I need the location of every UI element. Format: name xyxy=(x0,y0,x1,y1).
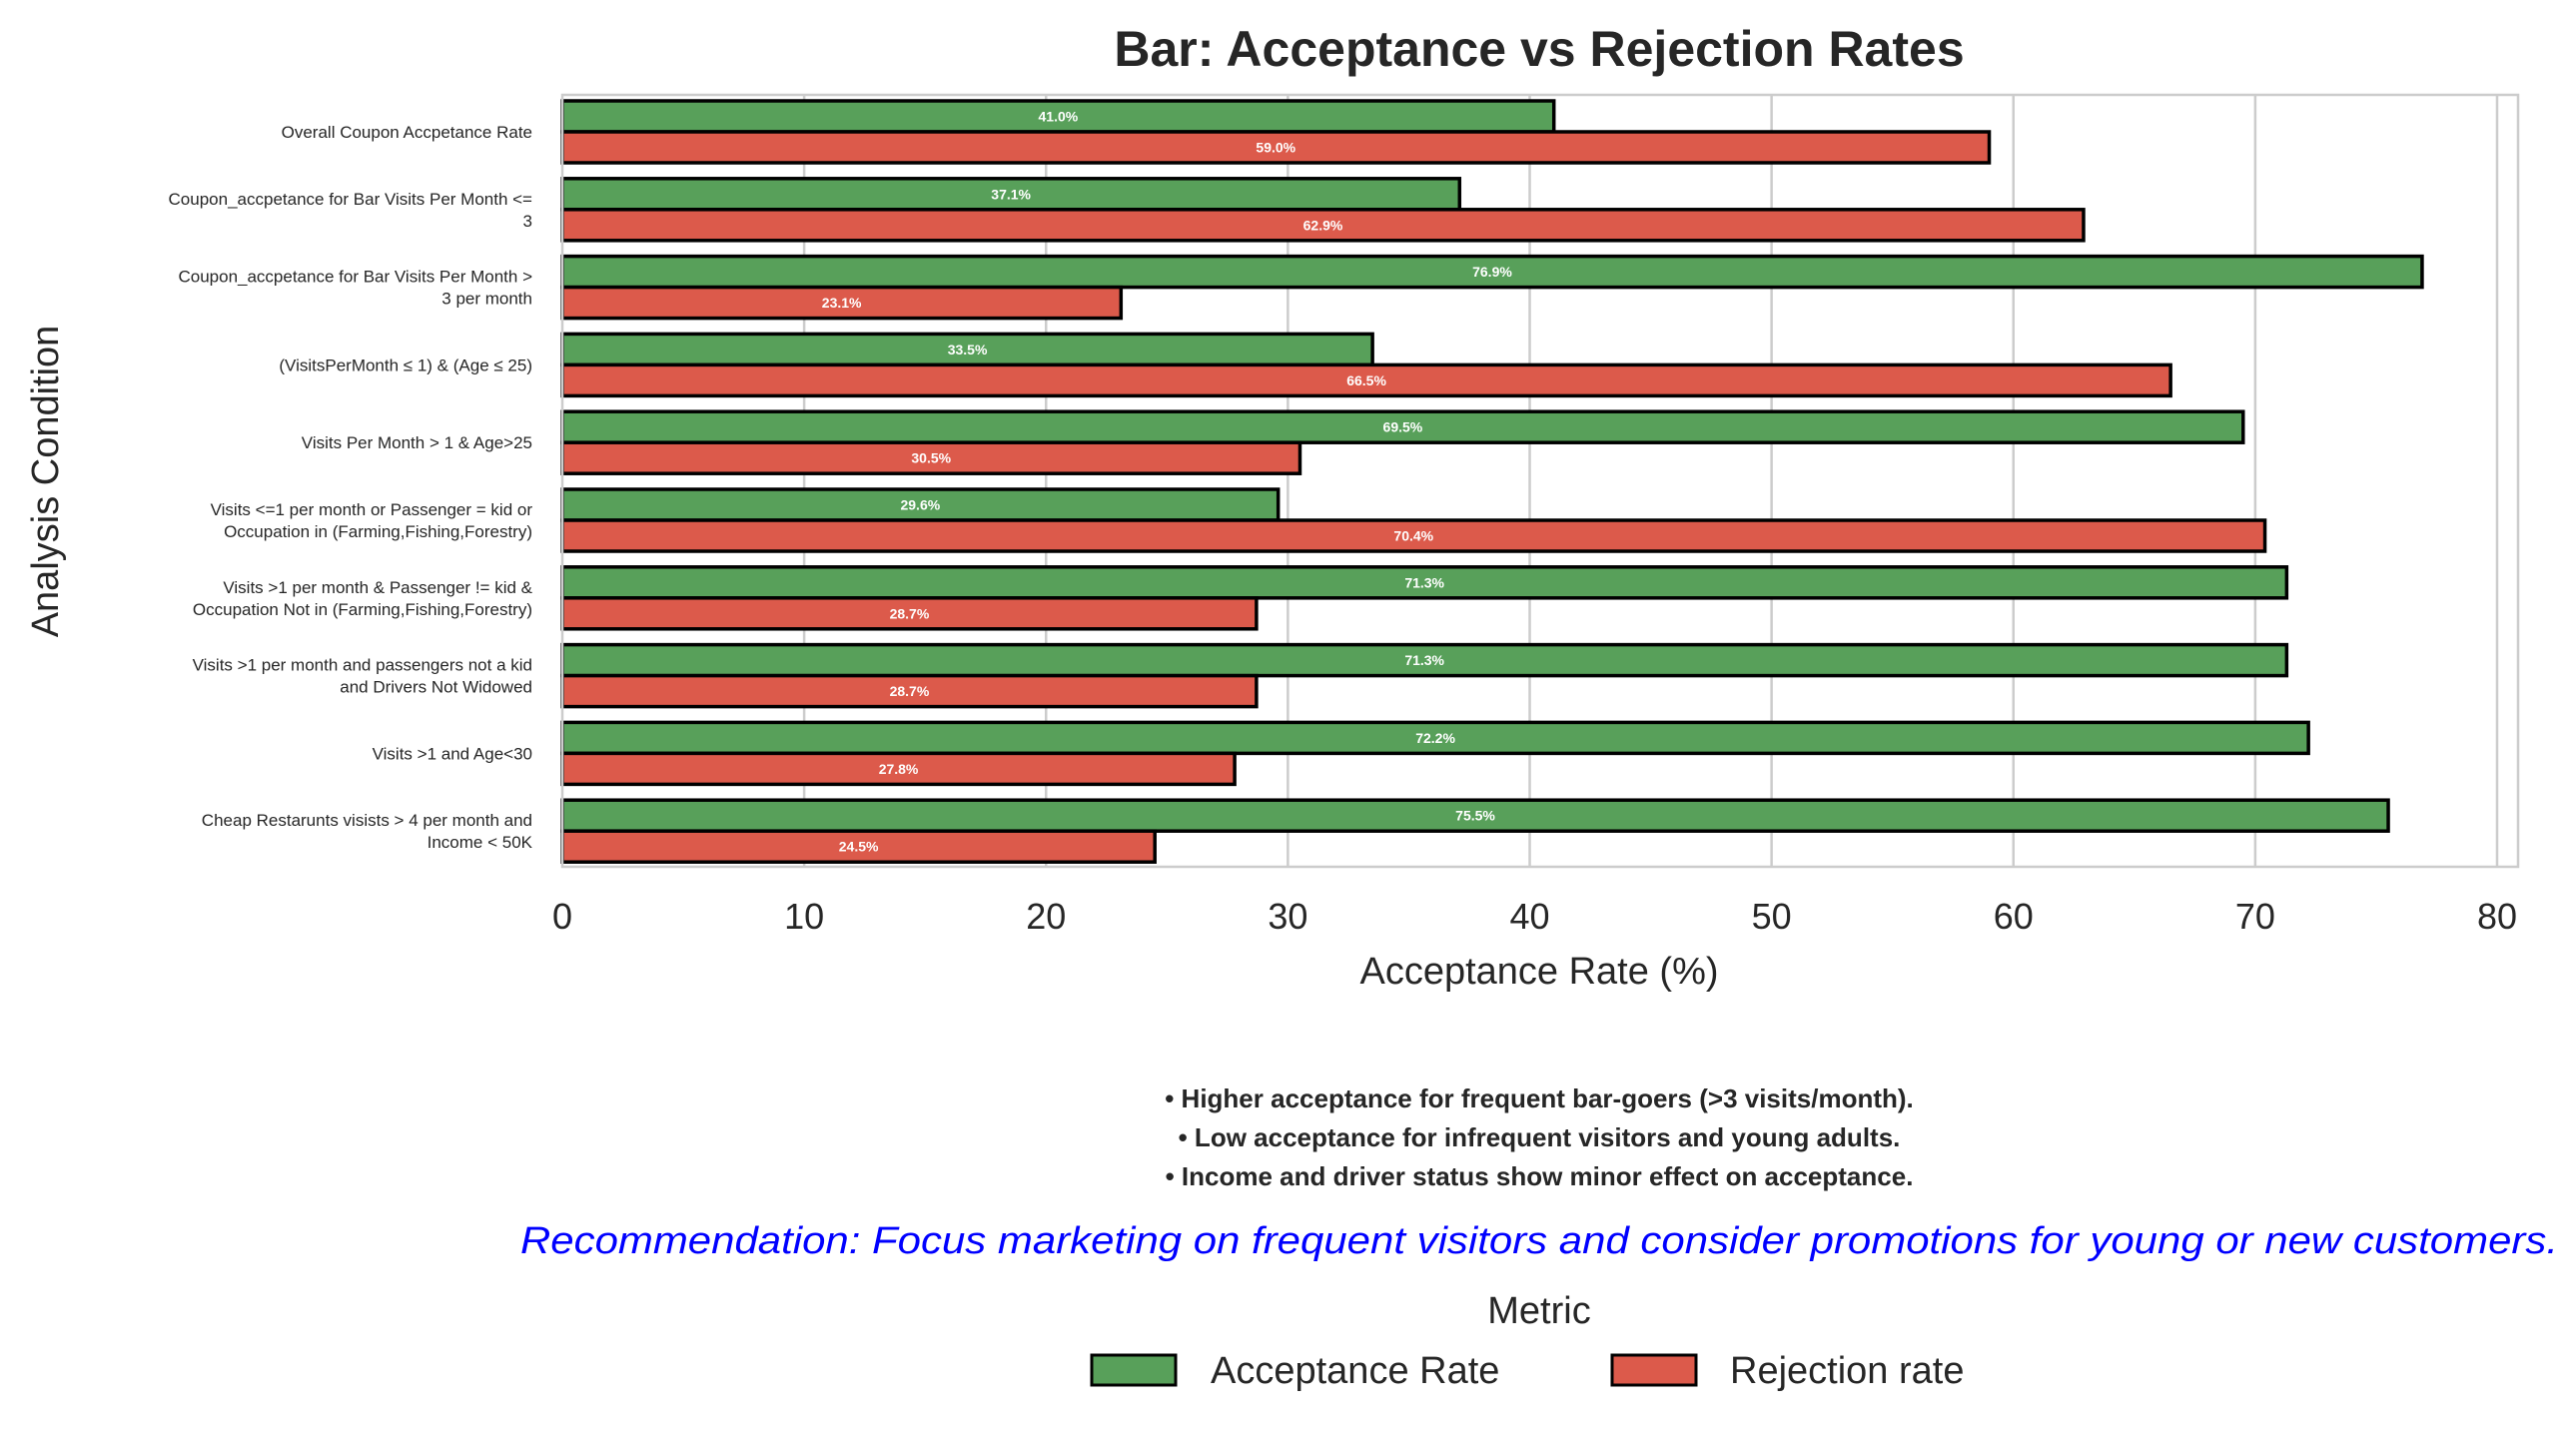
y-category-label: Overall Coupon Accpetance Rate xyxy=(282,123,532,142)
bar-rejection xyxy=(560,440,1302,475)
x-tick-label: 40 xyxy=(1509,896,1549,937)
x-tick-label: 60 xyxy=(1994,896,2034,937)
bar-rejection xyxy=(560,829,1157,864)
x-axis-label: Acceptance Rate (%) xyxy=(1359,951,1718,993)
bar-label-rejection: 23.1% xyxy=(822,295,862,311)
bar-label-rejection: 59.0% xyxy=(1256,140,1295,156)
bar-label-acceptance: 69.5% xyxy=(1383,419,1423,435)
bar-rejection xyxy=(560,596,1259,631)
x-tick-label: 30 xyxy=(1268,896,1307,937)
y-category-label: Visits >1 and Age<30 xyxy=(373,744,532,763)
legend-label-rejection: Rejection rate xyxy=(1730,1350,1964,1392)
y-axis-categories: Overall Coupon Accpetance Rate Coupon_acc… xyxy=(169,123,533,852)
bar-label-rejection: 27.8% xyxy=(879,761,919,777)
bar-rejection xyxy=(560,285,1124,321)
x-tick-label: 70 xyxy=(2235,896,2275,937)
bar-label-acceptance: 37.1% xyxy=(991,186,1031,202)
notes: • Higher acceptance for frequent bar-goe… xyxy=(1165,1083,1914,1191)
bar-label-rejection: 28.7% xyxy=(890,683,930,699)
legend-swatch-acceptance xyxy=(1090,1353,1178,1387)
x-axis-ticks: 0 10 20 30 40 50 60 70 80 xyxy=(552,896,2517,937)
legend-title: Metric xyxy=(1487,1290,1590,1332)
bar-acceptance xyxy=(560,409,2245,444)
y-category-label: (VisitsPerMonth ≤ 1) & (Age ≤ 25) xyxy=(279,356,532,374)
bar-label-acceptance: 75.5% xyxy=(1455,808,1495,824)
y-category-label: and Drivers Not Widowed xyxy=(340,678,532,697)
y-category-label: Income < 50K xyxy=(428,833,533,852)
x-tick-label: 10 xyxy=(784,896,824,937)
bar-acceptance xyxy=(560,642,2289,678)
plot-frame xyxy=(560,93,2520,869)
x-tick-label: 20 xyxy=(1026,896,1066,937)
x-tick-label: 0 xyxy=(552,896,572,937)
y-category-label: Cheap Restarunts visists > 4 per month a… xyxy=(202,811,532,830)
y-category-label: Visits <=1 per month or Passenger = kid … xyxy=(211,500,533,519)
bar-label-acceptance: 76.9% xyxy=(1472,264,1512,280)
bar-labels: 41.0% 59.0% 37.1% 62.9% 76.9% 23.1% 33.5% 66.5%… xyxy=(822,109,1513,855)
bar-label-rejection: 30.5% xyxy=(911,450,951,466)
y-axis-label: Analysis Condition xyxy=(25,326,67,638)
y-category-label: 3 xyxy=(523,212,532,231)
bar-label-acceptance: 72.2% xyxy=(1415,730,1455,746)
x-tick-label: 50 xyxy=(1752,896,1792,937)
bar-rejection xyxy=(560,208,2086,243)
y-category-label: Occupation Not in (Farming,Fishing,Fores… xyxy=(193,600,532,619)
y-category-label: 3 per month xyxy=(441,290,532,309)
y-category-label: Coupon_accpetance for Bar Visits Per Mon… xyxy=(178,268,532,287)
chart-title: Bar: Acceptance vs Rejection Rates xyxy=(1114,21,1964,77)
bar-label-rejection: 70.4% xyxy=(1393,528,1433,544)
y-category-label: Visits >1 per month & Passenger != kid & xyxy=(223,578,532,597)
y-category-label: Visits Per Month > 1 & Age>25 xyxy=(302,433,532,452)
y-category-label: Occupation in (Farming,Fishing,Forestry) xyxy=(224,522,532,541)
plot-border xyxy=(560,93,2520,869)
bar-label-acceptance: 71.3% xyxy=(1404,652,1444,668)
legend: Metric Acceptance Rate Rejection rate xyxy=(1090,1290,1964,1392)
x-tick-label: 80 xyxy=(2477,896,2517,937)
bar-label-acceptance: 71.3% xyxy=(1404,574,1444,590)
bar-acceptance xyxy=(560,254,2424,290)
bar-label-acceptance: 33.5% xyxy=(948,342,988,358)
bar-label-acceptance: 29.6% xyxy=(900,497,940,513)
bar-label-acceptance: 41.0% xyxy=(1039,109,1079,125)
bar-label-rejection: 62.9% xyxy=(1303,217,1343,233)
legend-swatch-rejection xyxy=(1610,1353,1698,1387)
bar-acceptance xyxy=(560,99,1556,134)
y-category-label: Visits >1 per month and passengers not a… xyxy=(193,656,532,675)
note-3: • Income and driver status show minor ef… xyxy=(1166,1161,1914,1191)
bar-label-rejection: 28.7% xyxy=(890,605,930,621)
recommendation-text: Recommendation: Focus marketing on frequ… xyxy=(520,1220,2558,1262)
bar-label-rejection: 24.5% xyxy=(839,839,879,855)
bar-rejection xyxy=(560,751,1237,787)
bar-rejection xyxy=(560,130,1992,165)
y-category-label: Coupon_accpetance for Bar Visits Per Mon… xyxy=(169,190,533,209)
note-1: • Higher acceptance for frequent bar-goe… xyxy=(1165,1083,1914,1113)
legend-label-acceptance: Acceptance Rate xyxy=(1211,1350,1499,1392)
note-2: • Low acceptance for infrequent visitors… xyxy=(1179,1122,1901,1152)
bar-label-rejection: 66.5% xyxy=(1346,372,1386,388)
